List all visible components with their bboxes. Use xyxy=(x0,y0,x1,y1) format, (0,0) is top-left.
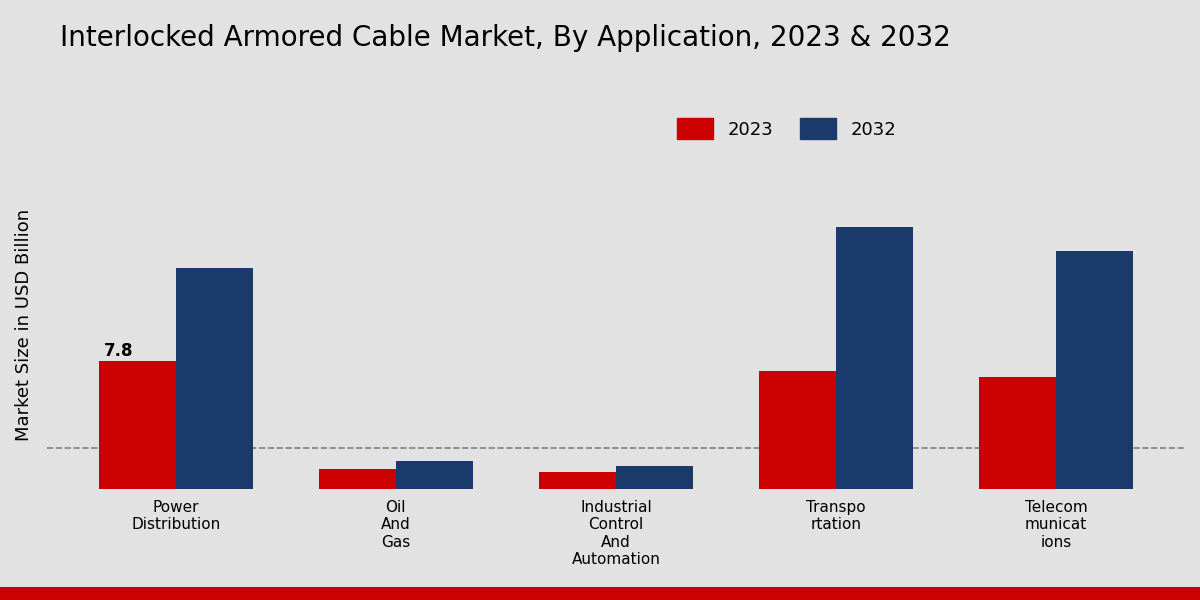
Legend: 2023, 2032: 2023, 2032 xyxy=(670,111,904,146)
Bar xyxy=(396,461,473,488)
Bar xyxy=(539,472,616,488)
Bar xyxy=(979,377,1056,488)
Bar xyxy=(760,371,836,488)
Text: 7.8: 7.8 xyxy=(104,342,133,360)
Y-axis label: Market Size in USD Billion: Market Size in USD Billion xyxy=(14,209,34,441)
Bar xyxy=(175,268,253,488)
Text: Interlocked Armored Cable Market, By Application, 2023 & 2032: Interlocked Armored Cable Market, By App… xyxy=(60,24,950,52)
Bar xyxy=(1056,251,1133,488)
Bar xyxy=(319,469,396,488)
Bar xyxy=(98,361,175,488)
Bar xyxy=(616,466,692,488)
Bar xyxy=(836,227,913,488)
